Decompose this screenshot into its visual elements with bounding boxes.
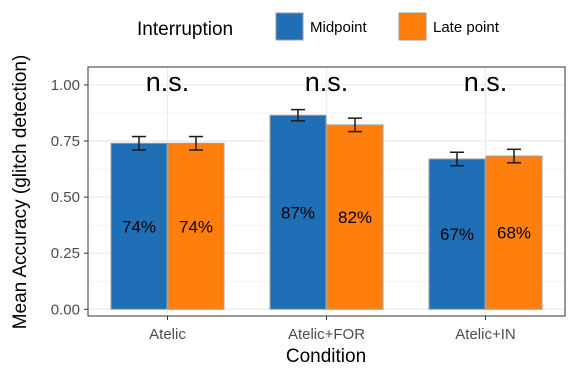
data-label: 68% (497, 224, 531, 243)
bars (110, 114, 543, 310)
y-tick-label: 1.00 (51, 77, 80, 94)
x-tick-label: Atelic (149, 326, 186, 343)
y-axis-title: Mean Accuracy (glitch detection) (10, 55, 31, 330)
y-tick-label: 0.25 (51, 245, 80, 262)
y-tick-label: 0.75 (51, 133, 80, 150)
legend-title: Interruption (137, 19, 233, 40)
legend-swatch-late-point (398, 12, 427, 41)
legend: Interruption Midpoint Late point (137, 12, 500, 41)
legend-label-midpoint: Midpoint (310, 19, 368, 36)
bar-midpoint (110, 142, 168, 310)
significance-label: n.s. (305, 67, 349, 97)
data-label: 74% (179, 217, 213, 236)
x-axis-ticks: Atelic Atelic+FOR Atelic+IN (149, 316, 516, 343)
error-bars (132, 108, 521, 167)
significance-annotations: n.s. n.s. n.s. (146, 67, 508, 97)
legend-label-late-point: Late point (433, 19, 500, 36)
y-axis-ticks: 0.00 0.25 0.50 0.75 1.00 (51, 77, 88, 318)
data-label: 87% (281, 203, 315, 222)
data-label: 82% (338, 208, 372, 227)
legend-swatch-midpoint (275, 12, 304, 41)
data-label: 74% (122, 217, 156, 236)
bar-midpoint (428, 158, 486, 310)
data-label: 67% (440, 225, 474, 244)
data-labels: 74% 74% 87% 82% 67% 68% (122, 203, 531, 244)
x-tick-label: Atelic+IN (455, 326, 515, 343)
y-tick-label: 0.50 (51, 189, 80, 206)
significance-label: n.s. (146, 67, 190, 97)
significance-label: n.s. (464, 67, 508, 97)
x-tick-label: Atelic+FOR (288, 326, 365, 343)
y-tick-label: 0.00 (51, 301, 80, 318)
bar-late-point (485, 155, 543, 310)
x-axis-title: Condition (286, 346, 366, 367)
